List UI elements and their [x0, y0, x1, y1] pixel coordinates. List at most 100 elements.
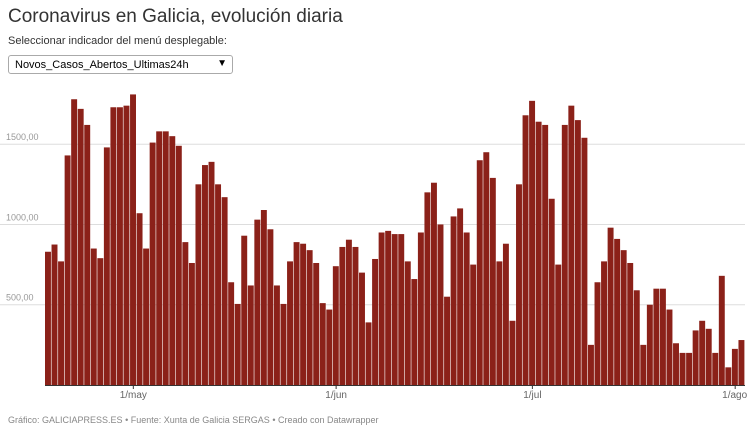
bar-layer: [45, 94, 745, 386]
bar: [267, 229, 274, 385]
bar: [51, 244, 58, 385]
bar: [470, 264, 477, 385]
bar: [339, 246, 346, 385]
bar: [653, 288, 660, 385]
y-tick-label: 500,00: [6, 293, 34, 303]
bar: [594, 282, 601, 385]
bar: [489, 177, 496, 385]
bar: [529, 100, 536, 385]
bar: [457, 208, 464, 385]
bar: [398, 234, 405, 385]
bar: [64, 155, 71, 385]
bar: [581, 137, 588, 385]
dropdown-selected-value: Novos_Casos_Abertos_Ultimas24h: [15, 59, 189, 71]
bar: [156, 131, 163, 385]
bar: [313, 262, 320, 385]
bar: [502, 243, 509, 385]
axis-layer: 1/may 1/jun 1/jul 1/ago: [45, 385, 748, 401]
bar: [287, 261, 293, 385]
bar: [130, 94, 136, 386]
bar: [359, 272, 365, 385]
bar: [659, 288, 666, 385]
bar-chart: 500,00 1000,00 1500,00 1/may 1/jun 1/jul 1/ag…: [0, 94, 748, 401]
bar: [627, 262, 634, 385]
bar: [123, 105, 130, 385]
footer-separator: •: [272, 415, 276, 425]
bar: [542, 124, 549, 386]
indicator-dropdown[interactable]: Novos_Casos_Abertos_Ultimas24h ▼: [8, 55, 233, 74]
bar: [391, 234, 398, 385]
chart-title: Coronavirus en Galicia, evolución diaria: [8, 6, 343, 27]
bar: [136, 213, 143, 385]
x-tick-label: 1/may: [120, 390, 147, 401]
bar: [633, 290, 640, 385]
x-tick-label: 1/ago: [722, 390, 747, 401]
bar: [195, 184, 202, 385]
bar: [725, 367, 732, 385]
bar: [378, 232, 385, 385]
bar: [738, 340, 745, 385]
footer-separator: •: [125, 415, 129, 425]
bar: [182, 242, 189, 385]
bar: [228, 282, 235, 385]
bar: [71, 99, 78, 386]
bar: [430, 182, 437, 385]
bar: [247, 285, 254, 385]
bar: [169, 136, 176, 385]
bar: [496, 261, 503, 385]
bar: [352, 246, 359, 385]
x-tick-label: 1/jun: [325, 390, 347, 401]
bar: [548, 198, 555, 385]
bar: [450, 216, 457, 385]
bar: [437, 224, 444, 385]
bar: [476, 160, 483, 385]
bar: [620, 250, 627, 385]
bar: [254, 219, 261, 385]
bar: [202, 165, 208, 385]
bar: [300, 243, 307, 385]
bar: [365, 322, 372, 385]
bar: [568, 105, 575, 385]
bar: [417, 232, 424, 385]
footer-credit: Gráfico: GALICIAPRESS.ES: [8, 415, 123, 425]
bar: [143, 248, 150, 385]
bar: [273, 285, 280, 385]
bar: [731, 348, 738, 385]
bar: [718, 275, 725, 385]
bar: [103, 147, 110, 385]
footer-source: Fuente: Xunta de Galicia SERGAS: [130, 415, 270, 425]
bar: [712, 352, 719, 385]
bar: [692, 330, 699, 385]
bar: [385, 230, 392, 385]
bar: [463, 232, 470, 385]
bar: [149, 142, 156, 385]
bar: [332, 266, 339, 385]
bar: [162, 131, 169, 385]
bar: [215, 184, 222, 385]
bar: [234, 303, 241, 385]
footer-made-with: Creado con Datawrapper: [278, 415, 379, 425]
bar: [411, 279, 418, 385]
bar: [97, 258, 104, 385]
bar: [516, 184, 522, 385]
bar: [522, 115, 529, 385]
bar: [587, 344, 594, 385]
bar: [614, 238, 621, 385]
bar: [306, 250, 313, 385]
bar: [574, 120, 581, 386]
bar: [444, 296, 451, 385]
bar: [116, 107, 123, 385]
bar: [535, 121, 542, 386]
bar: [404, 261, 411, 385]
bar: [483, 152, 490, 385]
bar: [241, 235, 248, 385]
bar: [372, 258, 379, 385]
bar: [90, 248, 97, 385]
bar: [705, 328, 712, 385]
bar: [77, 108, 84, 386]
bar: [555, 264, 562, 385]
bar: [424, 192, 431, 385]
bar: [188, 262, 195, 385]
bar: [345, 239, 352, 385]
bar: [319, 303, 326, 385]
